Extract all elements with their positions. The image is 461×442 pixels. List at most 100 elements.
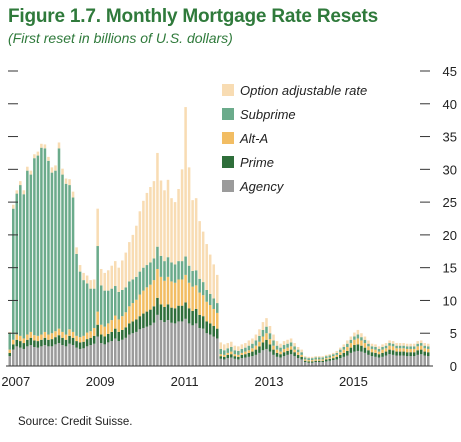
- bar-segment-agency: [152, 322, 156, 366]
- bar-segment-option-adjustable-rate: [251, 338, 254, 344]
- bar-segment-option-adjustable-rate: [85, 275, 89, 284]
- bar-segment-option-adjustable-rate: [170, 198, 173, 263]
- bar-segment-agency: [374, 356, 377, 366]
- bar-segment-prime: [405, 352, 409, 357]
- bar-segment-subprime: [71, 197, 75, 332]
- bar-segment-agency: [289, 354, 293, 366]
- bar-segment-subprime: [412, 346, 416, 349]
- bar-segment-option-adjustable-rate: [152, 181, 156, 259]
- bar-segment-subprime: [184, 256, 187, 275]
- bar-segment-agency: [258, 352, 261, 366]
- bar-segment-subprime: [286, 343, 289, 348]
- bar-segment-alt-a: [173, 282, 177, 309]
- bar-segment-prime: [103, 336, 106, 345]
- bar-segment-subprime: [360, 337, 363, 341]
- bar-segment-prime: [71, 337, 75, 346]
- bar-segment-agency: [75, 347, 78, 366]
- bar-segment-prime: [409, 352, 412, 357]
- bar-segment-subprime: [12, 208, 15, 340]
- bar-segment-prime: [138, 316, 142, 330]
- legend-label: Agency: [239, 179, 285, 194]
- bar-segment-option-adjustable-rate: [106, 270, 110, 291]
- bar-segment-option-adjustable-rate: [103, 272, 106, 291]
- bar-segment-alt-a: [296, 352, 300, 355]
- bar-segment-option-adjustable-rate: [349, 336, 353, 340]
- bar-segment-alt-a: [135, 299, 138, 320]
- bar-segment-agency: [332, 360, 335, 366]
- bar-segment-agency: [149, 325, 152, 366]
- bar-segment-subprime: [99, 285, 103, 325]
- bar-segment-prime: [321, 360, 325, 363]
- bar-segment-subprime: [89, 288, 92, 332]
- bar-segment-subprime: [68, 185, 71, 330]
- bar-segment-option-adjustable-rate: [360, 333, 363, 338]
- bar-segment-agency: [33, 346, 36, 366]
- bar-segment-agency: [201, 328, 205, 366]
- bar-segment-alt-a: [145, 287, 149, 312]
- bar-segment-prime: [187, 308, 191, 324]
- bar-segment-agency: [61, 345, 64, 366]
- bar-segment-agency: [402, 355, 405, 366]
- legend: Option adjustable rate Subprime Alt-A Prime…: [222, 83, 367, 194]
- bar-segment-alt-a: [159, 276, 163, 305]
- bar-segment-prime: [258, 346, 261, 353]
- bar-segment-option-adjustable-rate: [15, 190, 19, 194]
- bar-segment-subprime: [135, 276, 138, 300]
- bar-segment-option-adjustable-rate: [180, 169, 184, 262]
- bar-segment-option-adjustable-rate: [398, 343, 402, 346]
- bar-segment-agency: [282, 356, 286, 366]
- bar-segment-subprime: [138, 271, 142, 295]
- bar-segment-prime: [54, 337, 57, 345]
- legend-label: Prime: [240, 155, 274, 170]
- bar-segment-prime: [374, 352, 377, 357]
- y-tick-label: 10: [443, 293, 457, 308]
- bar-segment-agency: [244, 357, 247, 366]
- bar-segment-subprime: [409, 346, 412, 349]
- legend-swatch: [222, 132, 234, 144]
- bar-segment-subprime: [349, 339, 353, 344]
- bar-segment-agency: [19, 347, 22, 366]
- bar-segment-agency: [135, 331, 138, 366]
- bar-segment-prime: [82, 341, 85, 349]
- bar-segment-subprime: [303, 357, 307, 360]
- bar-segment-agency: [187, 323, 191, 366]
- bar-segment-agency: [328, 360, 332, 366]
- bar-segment-subprime: [398, 345, 402, 349]
- bar-segment-subprime: [75, 253, 78, 336]
- bar-segment-prime: [170, 307, 173, 323]
- chart-subtitle: (First reset in billions of U.S. dollars…: [8, 30, 233, 46]
- bar-segment-alt-a: [170, 281, 173, 308]
- bar-segment-subprime: [293, 346, 296, 350]
- bar-segment-agency: [363, 352, 367, 366]
- bar-segment-alt-a: [247, 350, 251, 353]
- bar-segment-option-adjustable-rate: [374, 344, 377, 347]
- bar-segment-alt-a: [166, 276, 170, 305]
- bar-segment-option-adjustable-rate: [156, 152, 159, 247]
- bar-segment-subprime: [149, 262, 152, 285]
- bar-segment-option-adjustable-rate: [68, 179, 71, 186]
- bar-segment-alt-a: [156, 268, 159, 298]
- bar-segment-agency: [310, 362, 314, 366]
- bar-segment-option-adjustable-rate: [191, 200, 194, 271]
- bar-segment-alt-a: [356, 338, 360, 345]
- bar-segment-option-adjustable-rate: [321, 356, 325, 358]
- bar-segment-prime: [33, 340, 36, 347]
- bar-segment-alt-a: [332, 356, 335, 359]
- bar-segment-prime: [124, 327, 128, 338]
- bar-segment-agency: [237, 359, 240, 366]
- bar-segment-prime: [328, 358, 332, 361]
- bar-segment-alt-a: [184, 274, 187, 303]
- bar-segment-option-adjustable-rate: [226, 343, 230, 349]
- bar-segment-subprime: [103, 290, 106, 327]
- bar-segment-agency: [117, 341, 121, 366]
- bar-segment-option-adjustable-rate: [356, 329, 360, 335]
- bar-segment-prime: [251, 351, 254, 357]
- bar-segment-option-adjustable-rate: [33, 154, 36, 159]
- bar-segment-subprime: [78, 271, 82, 338]
- bar-segment-prime: [191, 310, 194, 326]
- bar-segment-agency: [286, 354, 289, 366]
- bar-segment-subprime: [215, 303, 219, 313]
- bar-segment-agency: [198, 327, 201, 366]
- bar-segment-alt-a: [40, 334, 43, 340]
- bar-segment-agency: [367, 354, 370, 366]
